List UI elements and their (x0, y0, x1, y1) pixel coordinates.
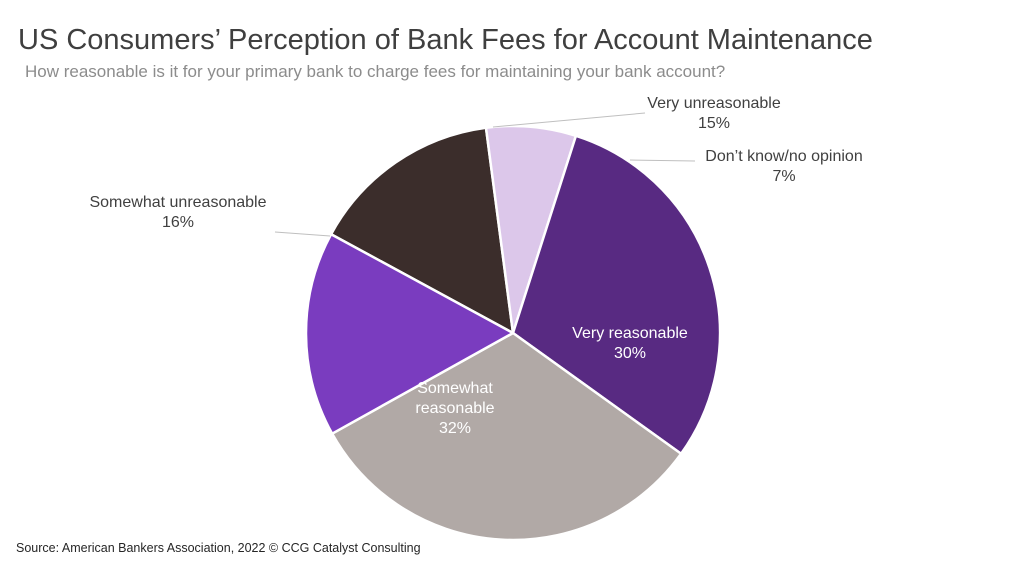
pie-slice-somewhat-reasonable (330, 331, 683, 542)
slice-label-very-reasonable: Very reasonable 30% (572, 325, 688, 362)
pie-slice-very-reasonable (511, 134, 722, 456)
leader-line-don-t-know-no-opinion (629, 159, 696, 162)
pie-slice-very-unreasonable (329, 126, 515, 335)
leader-line-somewhat-unreasonable (274, 231, 331, 237)
pie-slice-somewhat-unreasonable (304, 232, 515, 435)
slice-label-very-unreasonable: Very unreasonable 15% (647, 95, 781, 132)
slice-label-don-t-know-no-opinion: Don’t know/no opinion 7% (705, 148, 862, 185)
source-note: Source: American Bankers Association, 20… (16, 541, 421, 555)
chart-title: US Consumers’ Perception of Bank Fees fo… (18, 24, 873, 56)
slice-label-somewhat-unreasonable: Somewhat unreasonable 16% (89, 194, 266, 231)
chart-subtitle: How reasonable is it for your primary ba… (25, 62, 726, 81)
slice-label-somewhat-reasonable: Somewhat reasonable 32% (415, 380, 494, 437)
leader-line-very-unreasonable (492, 112, 646, 128)
